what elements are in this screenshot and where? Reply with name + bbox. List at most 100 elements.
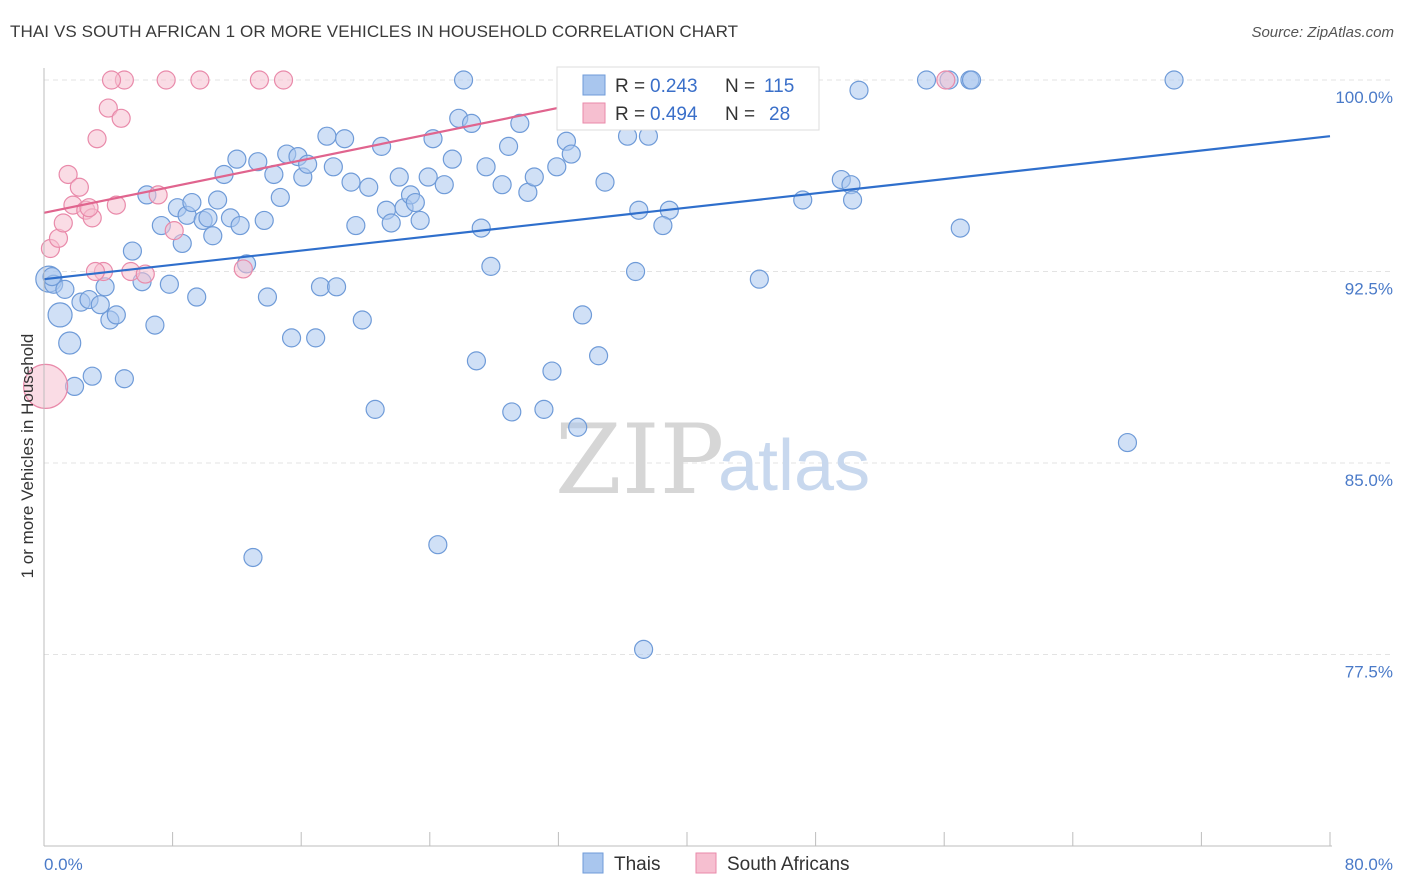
legend-thais-r-label: R =	[615, 76, 645, 97]
data-point	[244, 548, 262, 566]
data-point	[91, 296, 109, 314]
data-point	[311, 278, 329, 296]
data-point	[271, 188, 289, 206]
data-point	[318, 127, 336, 145]
data-point	[590, 347, 608, 365]
data-point	[307, 329, 325, 347]
data-point	[66, 377, 84, 395]
data-point	[107, 306, 125, 324]
data-point	[165, 222, 183, 240]
data-point	[429, 536, 447, 554]
data-point	[477, 158, 495, 176]
data-point	[503, 403, 521, 421]
bottom-legend-thais: Thais	[614, 854, 660, 875]
x-tick-label-min: 0.0%	[44, 855, 83, 874]
data-point	[918, 71, 936, 89]
data-point	[390, 168, 408, 186]
y-tick-label: 92.5%	[1345, 280, 1393, 299]
legend-sa-n-label: N =	[725, 104, 755, 125]
data-point	[83, 367, 101, 385]
data-point	[1165, 71, 1183, 89]
data-point	[188, 288, 206, 306]
data-point	[328, 278, 346, 296]
legend-sa-r-label: R =	[615, 104, 645, 125]
data-point	[467, 352, 485, 370]
data-point	[255, 211, 273, 229]
data-point	[88, 130, 106, 148]
data-point	[963, 71, 981, 89]
scatter-chart: ZIP atlas 100.0%92.5%85.0%77.5% 0.0% 80.…	[0, 0, 1406, 892]
data-point	[199, 209, 217, 227]
data-point	[472, 219, 490, 237]
data-point	[183, 194, 201, 212]
data-point	[493, 176, 511, 194]
data-point	[123, 242, 141, 260]
watermark-atlas: atlas	[718, 426, 870, 506]
data-point	[543, 362, 561, 380]
data-point	[596, 173, 614, 191]
data-point	[250, 71, 268, 89]
y-tick-label: 85.0%	[1345, 471, 1393, 490]
data-point	[228, 150, 246, 168]
data-point	[157, 71, 175, 89]
data-point	[353, 311, 371, 329]
data-point	[86, 263, 104, 281]
y-axis-label: 1 or more Vehicles in Household	[18, 334, 37, 579]
data-point	[115, 370, 133, 388]
data-point	[406, 194, 424, 212]
data-point	[574, 306, 592, 324]
data-point	[419, 168, 437, 186]
y-tick-labels: 100.0%92.5%85.0%77.5%	[1335, 88, 1393, 682]
legend-thais-n-value: 115	[764, 76, 794, 97]
legend-swatch-thais	[583, 75, 605, 95]
data-point	[627, 263, 645, 281]
data-point	[937, 71, 955, 89]
data-point	[366, 400, 384, 418]
data-point	[336, 130, 354, 148]
data-point	[500, 137, 518, 155]
data-point	[191, 71, 209, 89]
data-point	[283, 329, 301, 347]
data-point	[342, 173, 360, 191]
x-tick-marks	[44, 832, 1330, 846]
y-tick-label: 100.0%	[1335, 88, 1393, 107]
data-point	[70, 178, 88, 196]
data-point	[569, 418, 587, 436]
data-point	[535, 400, 553, 418]
data-point	[59, 332, 81, 354]
data-point	[850, 81, 868, 99]
data-point	[548, 158, 566, 176]
data-point	[373, 137, 391, 155]
data-point	[103, 71, 121, 89]
data-point	[630, 201, 648, 219]
data-point	[443, 150, 461, 168]
data-point	[146, 316, 164, 334]
data-point	[54, 214, 72, 232]
data-point	[382, 214, 400, 232]
legend-thais-r-value: 0.243	[650, 76, 698, 97]
data-point	[360, 178, 378, 196]
bottom-legend-swatch-south-africans	[696, 853, 716, 873]
data-point	[750, 270, 768, 288]
data-point	[347, 217, 365, 235]
data-point	[525, 168, 543, 186]
data-point	[411, 211, 429, 229]
legend-swatch-south-africans	[583, 103, 605, 123]
data-point	[455, 71, 473, 89]
gridlines	[44, 80, 1393, 655]
data-point	[324, 158, 342, 176]
series-legend: Thais South Africans	[583, 853, 850, 875]
data-point	[654, 217, 672, 235]
legend-sa-n-value: 28	[769, 104, 790, 125]
bottom-legend-swatch-thais	[583, 853, 603, 873]
data-point	[435, 176, 453, 194]
data-point	[482, 257, 500, 275]
x-tick-label-max: 80.0%	[1345, 855, 1393, 874]
data-point	[258, 288, 276, 306]
data-point	[160, 275, 178, 293]
data-point	[234, 260, 252, 278]
data-point	[112, 109, 130, 127]
data-point	[951, 219, 969, 237]
data-point	[844, 191, 862, 209]
data-point	[635, 640, 653, 658]
